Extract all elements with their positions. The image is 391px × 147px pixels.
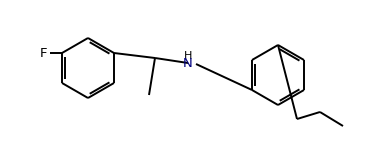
Text: N: N (183, 56, 193, 70)
Text: F: F (39, 46, 47, 60)
Text: H: H (184, 51, 192, 61)
